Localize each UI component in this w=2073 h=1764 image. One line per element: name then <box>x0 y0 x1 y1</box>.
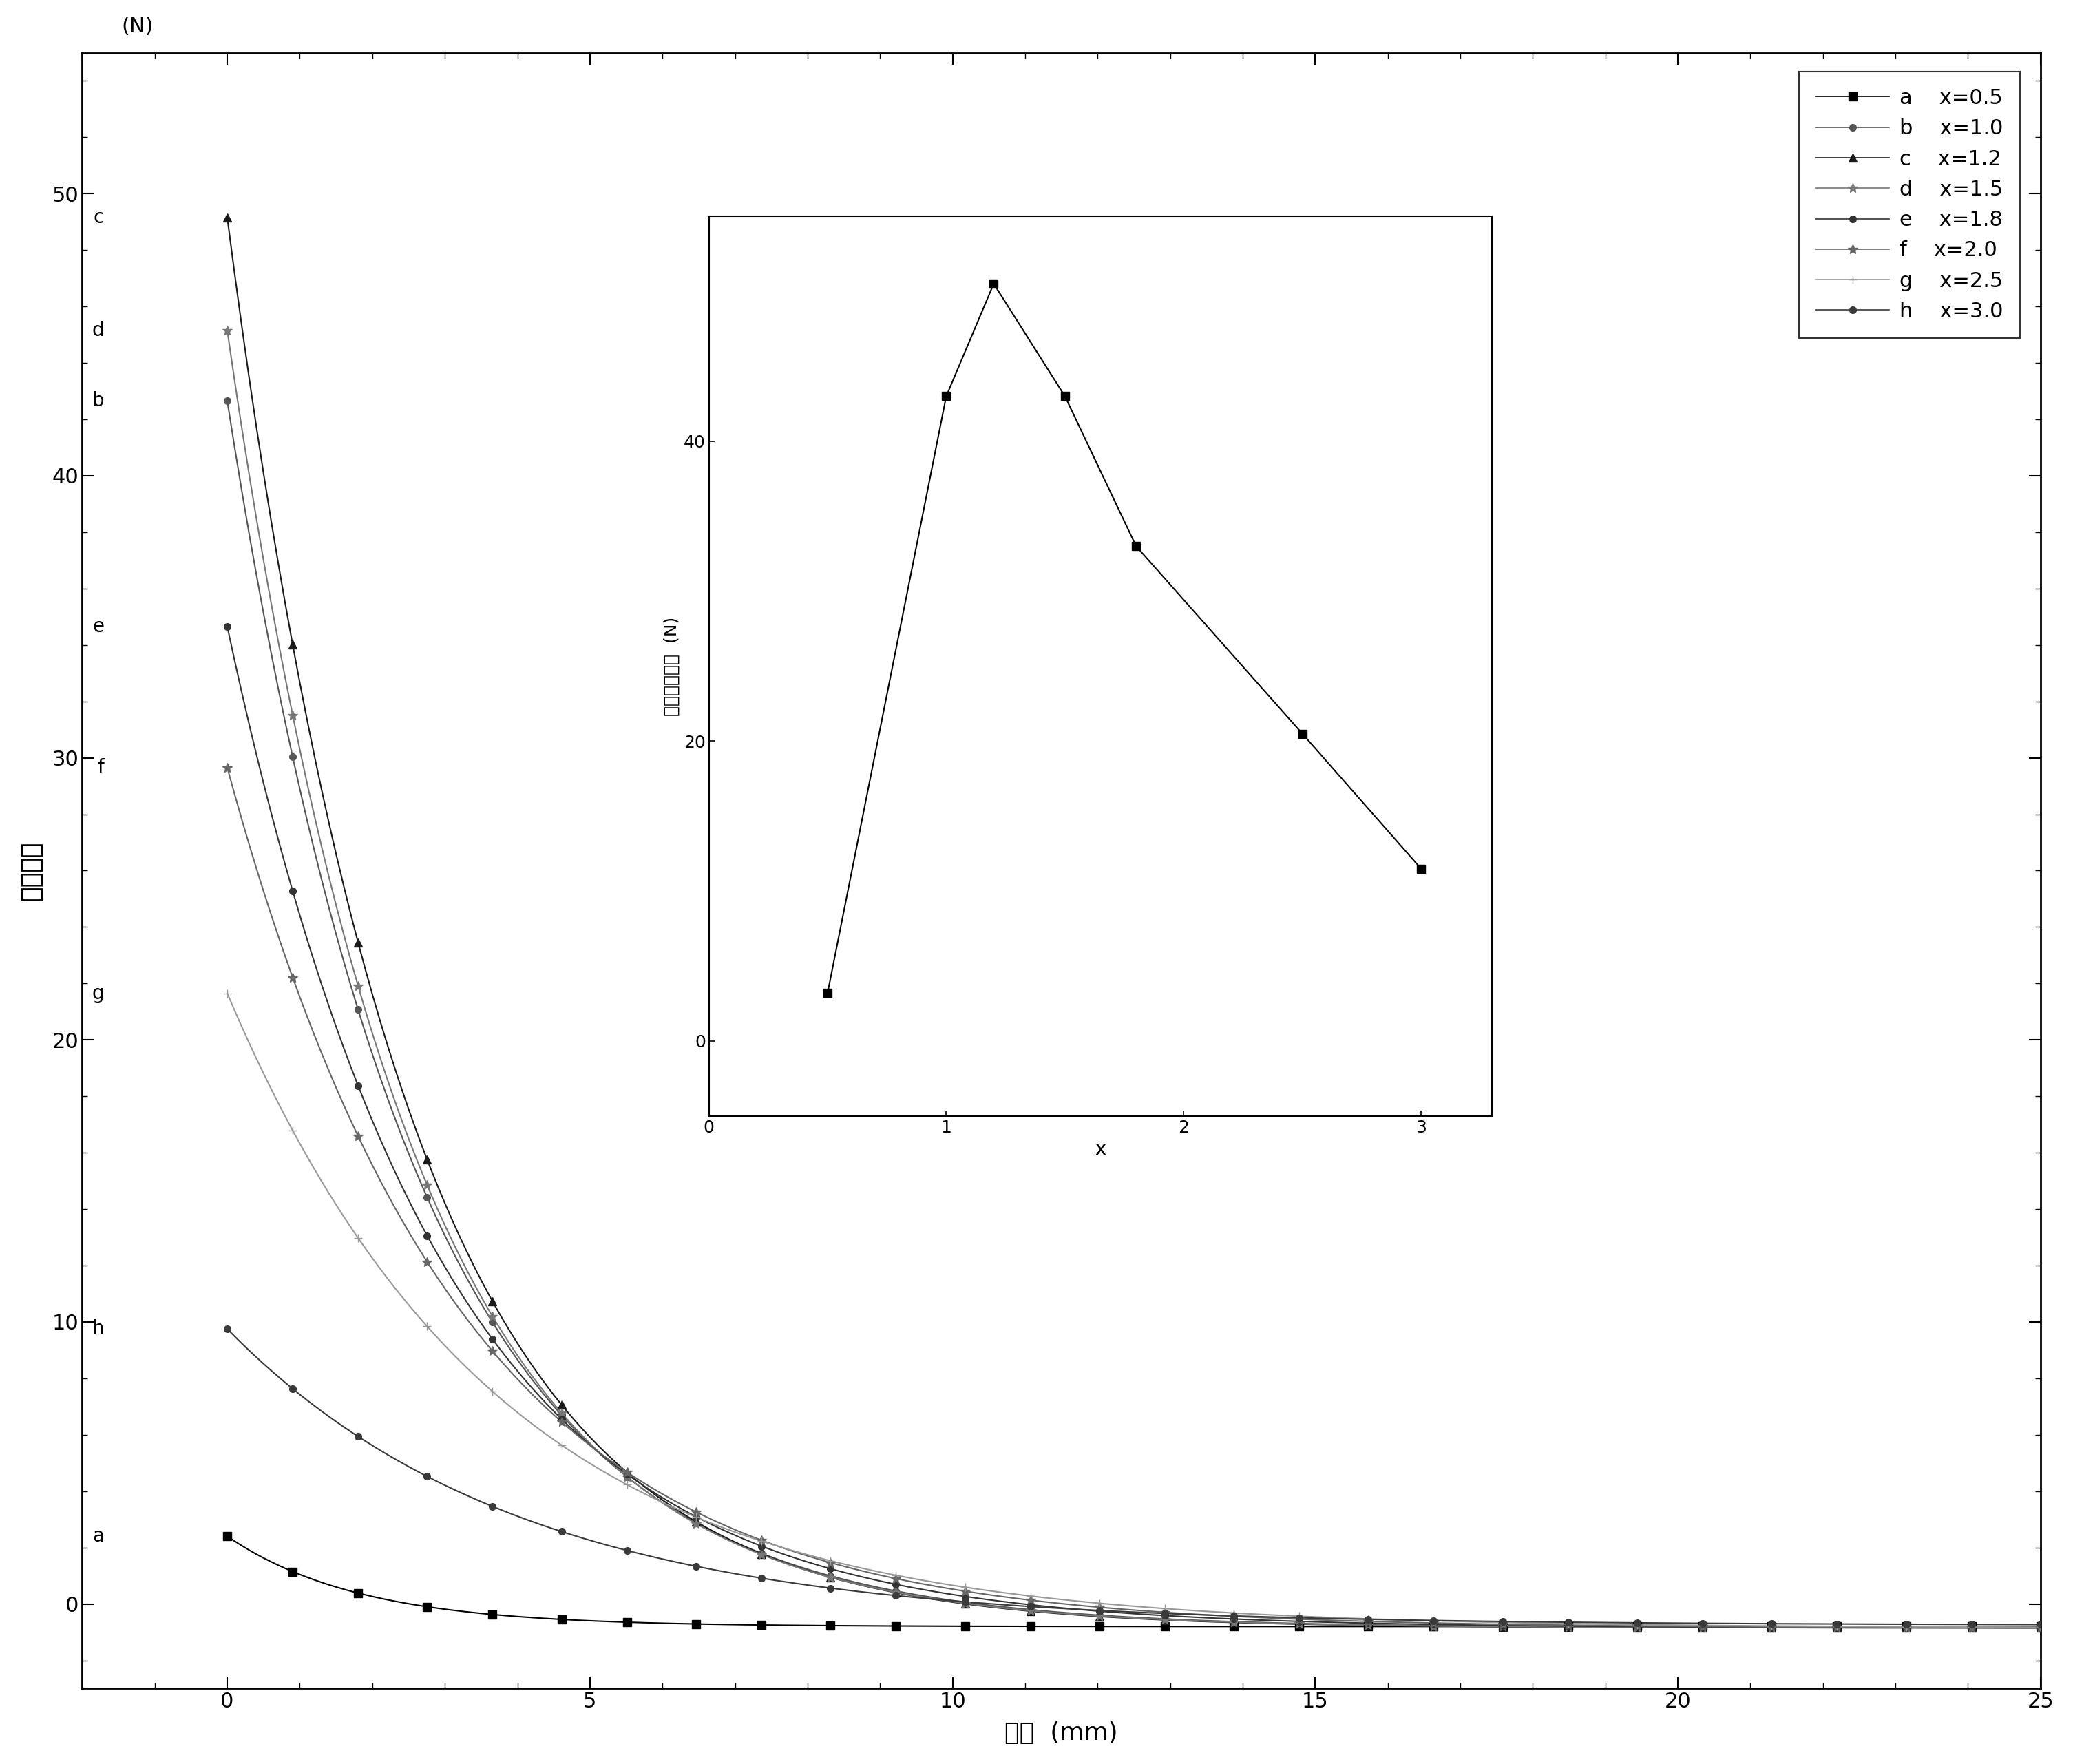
X-axis label: 距离  (mm): 距离 (mm) <box>1005 1722 1117 1745</box>
Legend: a    x=0.5, b    x=1.0, c    x=1.2, d    x=1.5, e    x=1.8, f    x=2.0, g    x=2: a x=0.5, b x=1.0, c x=1.2, d x=1.5, e x=… <box>1799 71 2021 339</box>
Text: d: d <box>91 321 104 340</box>
Text: e: e <box>93 617 104 637</box>
Text: (N): (N) <box>122 16 153 37</box>
Text: b: b <box>91 392 104 411</box>
Text: c: c <box>93 208 104 228</box>
Text: h: h <box>91 1319 104 1339</box>
Text: f: f <box>97 759 104 778</box>
Y-axis label: 磁悬浮力: 磁悬浮力 <box>19 841 44 900</box>
Text: g: g <box>91 984 104 1004</box>
Text: a: a <box>93 1526 104 1545</box>
